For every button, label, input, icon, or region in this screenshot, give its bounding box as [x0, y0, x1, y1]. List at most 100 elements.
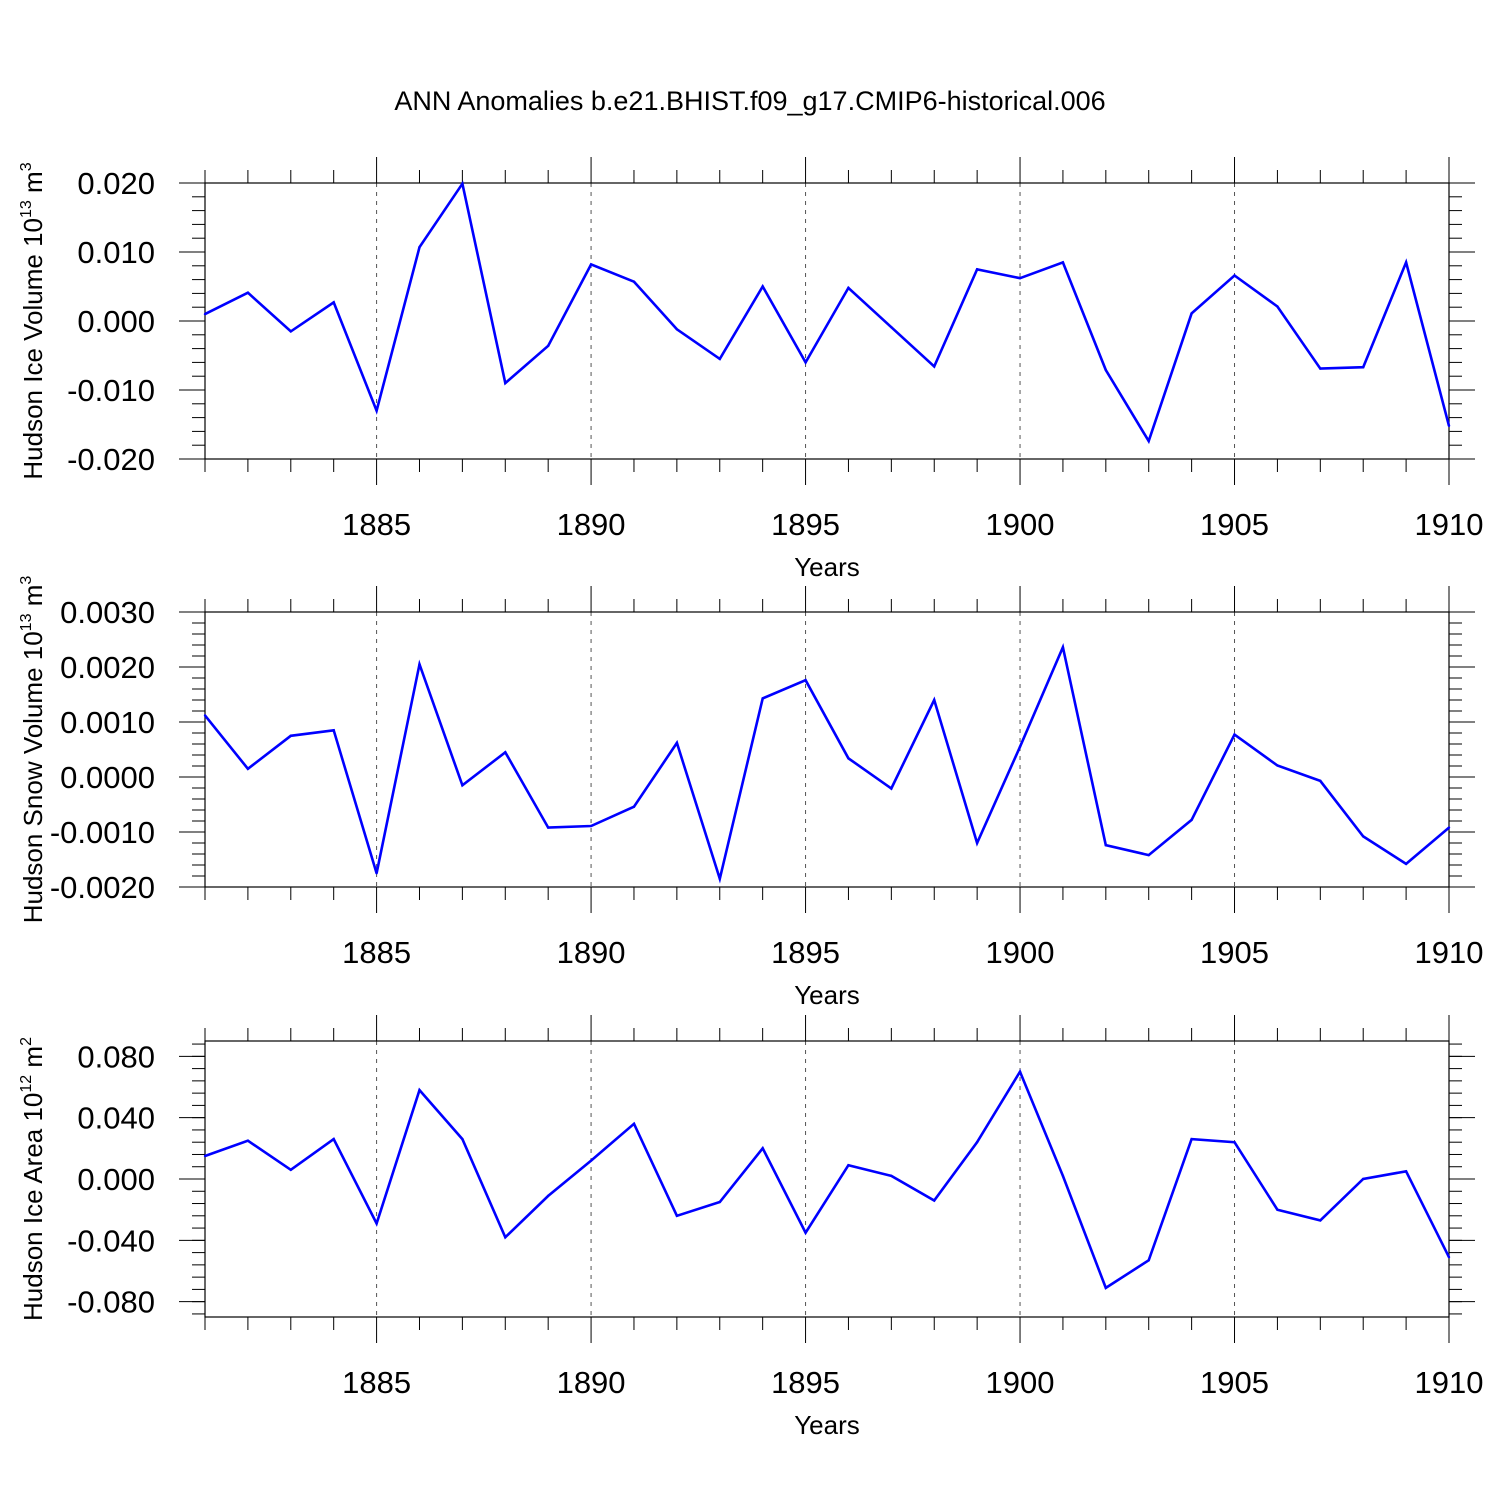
data-point — [375, 1222, 378, 1225]
y-tick-label: 0.000 — [77, 304, 155, 339]
data-point — [1233, 274, 1236, 277]
data-point — [632, 280, 636, 283]
data-point — [933, 1199, 936, 1202]
x-tick-label: 1905 — [1200, 507, 1269, 542]
data-point — [1104, 844, 1108, 847]
x-tick-label: 1890 — [557, 935, 626, 970]
data-point — [1147, 1259, 1150, 1262]
y-tick-label: -0.020 — [67, 442, 155, 477]
data-point — [546, 1194, 550, 1198]
plot-frame — [204, 611, 1450, 888]
x-tick-label: 1895 — [771, 1365, 840, 1400]
y-tick-label: 0.000 — [77, 1162, 155, 1197]
data-point — [632, 805, 636, 808]
x-tick-label: 1900 — [986, 1365, 1055, 1400]
data-point — [546, 826, 550, 829]
data-point — [1018, 277, 1022, 280]
data-point — [804, 361, 807, 364]
y-axis-label: Hudson Ice Volume 1013 m3 — [18, 162, 48, 479]
y-tick-label: 0.040 — [77, 1101, 155, 1136]
data-point — [332, 729, 335, 732]
x-tick-label: 1895 — [771, 935, 840, 970]
y-tick-label: 0.0010 — [60, 705, 155, 740]
panel-2: -0.0020 -0.0010 0.0000 0.0010 0.0020 0.0030 18… — [18, 576, 1483, 1010]
data-point — [1061, 1174, 1065, 1178]
data-point — [504, 1236, 507, 1239]
data-point — [975, 268, 979, 271]
data-point — [1362, 366, 1365, 369]
data-point — [418, 245, 421, 249]
x-tick-label: 1890 — [557, 507, 626, 542]
x-axis-label: Years — [794, 1410, 860, 1440]
y-axis-label: Hudson Ice Area 1012 m2 — [18, 1037, 48, 1321]
data-point — [1319, 779, 1322, 783]
data-point — [1276, 305, 1279, 308]
data-point — [761, 1147, 764, 1150]
y-tick-label: -0.080 — [67, 1285, 155, 1320]
y-axis-label: Hudson Snow Volume 1013 m3 — [18, 576, 48, 924]
x-tick-label: 1910 — [1415, 935, 1484, 970]
data-point — [1276, 764, 1279, 767]
data-point — [632, 1122, 636, 1126]
data-point — [289, 734, 292, 737]
data-point — [332, 301, 335, 304]
data-point — [1362, 1177, 1365, 1181]
data-point — [1190, 312, 1193, 315]
data-point — [589, 263, 593, 266]
data-point — [975, 1141, 979, 1144]
data-point — [246, 291, 250, 294]
data-point — [890, 1174, 893, 1178]
data-point — [890, 326, 893, 329]
data-point — [289, 1168, 292, 1172]
data-point — [1447, 826, 1451, 829]
x-tick-label: 1905 — [1200, 1365, 1269, 1400]
data-point — [418, 663, 421, 666]
data-point — [461, 784, 464, 787]
series-line — [204, 1068, 1451, 1290]
y-tick-label: -0.0020 — [50, 870, 155, 905]
data-point — [1061, 261, 1065, 264]
data-point — [589, 824, 593, 828]
x-tick-label: 1885 — [342, 1365, 411, 1400]
data-point — [203, 312, 207, 316]
data-point — [890, 787, 893, 790]
data-point — [1233, 733, 1236, 736]
data-point — [461, 182, 464, 185]
data-point — [289, 330, 292, 333]
data-point — [1404, 261, 1408, 264]
data-point — [1190, 818, 1193, 822]
y-tick-label: -0.0010 — [50, 815, 155, 850]
data-point — [1190, 1137, 1193, 1141]
data-point — [975, 841, 979, 845]
y-tick-label: -0.040 — [67, 1223, 155, 1258]
data-point — [804, 1231, 807, 1234]
data-point — [203, 1154, 207, 1158]
data-point — [504, 381, 507, 385]
data-point — [504, 751, 507, 754]
data-point — [1018, 745, 1022, 748]
data-point — [246, 1139, 250, 1142]
data-point — [246, 767, 250, 770]
data-point — [375, 409, 378, 412]
data-point — [1018, 1070, 1022, 1073]
data-point — [1404, 1170, 1408, 1173]
panels: -0.020 -0.010 0.000 0.010 0.020 1885 1890 1895 1… — [18, 157, 1483, 1440]
x-tick-label: 1890 — [557, 1365, 626, 1400]
data-point — [1319, 1219, 1322, 1222]
x-tick-label: 1905 — [1200, 935, 1269, 970]
y-tick-label: 0.080 — [77, 1039, 155, 1074]
data-point — [1061, 646, 1065, 649]
data-point — [675, 741, 679, 745]
x-axis-label: Years — [794, 980, 860, 1010]
x-tick-label: 1900 — [986, 935, 1055, 970]
y-tick-label: 0.0030 — [60, 595, 155, 630]
data-point — [675, 1214, 679, 1218]
y-tick-label: -0.010 — [67, 373, 155, 408]
plot-frame — [204, 182, 1450, 460]
data-point — [375, 872, 378, 875]
chart-title: ANN Anomalies b.e21.BHIST.f09_g17.CMIP6-… — [394, 86, 1105, 116]
data-point — [804, 679, 807, 682]
data-point — [1104, 1286, 1108, 1290]
y-tick-label: 0.020 — [77, 166, 155, 201]
